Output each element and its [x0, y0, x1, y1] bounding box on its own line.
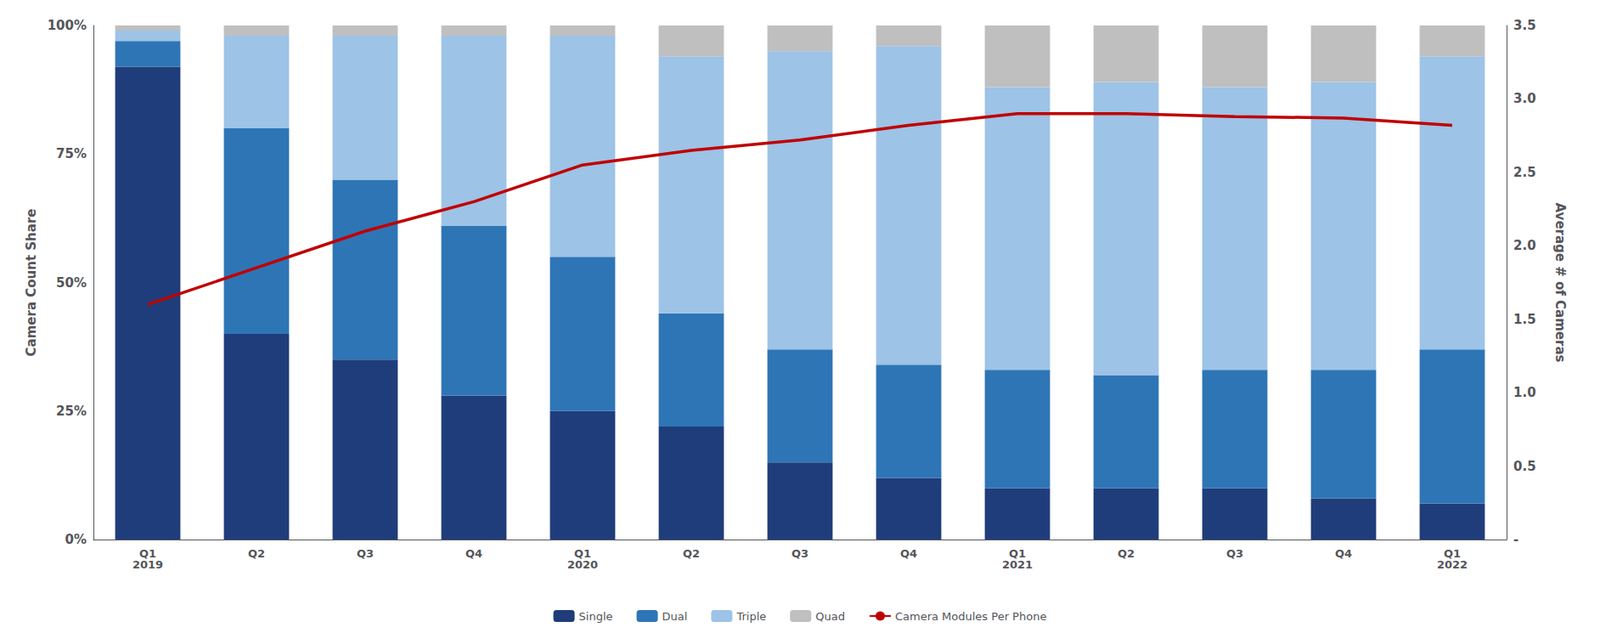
- svg-text:3.0: 3.0: [1513, 90, 1537, 107]
- svg-text:-: -: [1513, 531, 1519, 547]
- svg-text:1.5: 1.5: [1513, 311, 1537, 327]
- svg-text:0%: 0%: [65, 531, 87, 547]
- svg-text:Q4: Q4: [465, 546, 483, 560]
- svg-text:Dual: Dual: [662, 609, 688, 623]
- svg-text:Q3: Q3: [356, 546, 374, 560]
- svg-text:Q4: Q4: [1335, 546, 1353, 560]
- svg-text:2.0: 2.0: [1513, 237, 1537, 254]
- svg-text:75%: 75%: [56, 146, 87, 162]
- svg-text:Q2: Q2: [1117, 546, 1135, 560]
- svg-text:Camera Modules Per Phone: Camera Modules Per Phone: [895, 609, 1047, 623]
- svg-text:Q1: Q1: [574, 546, 592, 560]
- svg-text:Q3: Q3: [1226, 546, 1244, 560]
- svg-text:Q1: Q1: [139, 546, 157, 560]
- svg-text:2020: 2020: [567, 557, 598, 571]
- svg-text:2019: 2019: [132, 557, 164, 571]
- svg-text:Quad: Quad: [815, 609, 846, 623]
- svg-text:Single: Single: [579, 609, 614, 623]
- svg-text:Q2: Q2: [682, 546, 700, 560]
- svg-text:Q1: Q1: [1443, 546, 1461, 560]
- svg-text:Triple: Triple: [735, 609, 767, 623]
- svg-text:50%: 50%: [56, 275, 87, 291]
- svg-text:Camera Count Share: Camera Count Share: [23, 208, 40, 357]
- svg-text:2021: 2021: [1002, 557, 1033, 571]
- svg-text:0.5: 0.5: [1513, 458, 1537, 474]
- svg-text:Q3: Q3: [791, 546, 809, 560]
- svg-text:Average # of Cameras: Average # of Cameras: [1552, 202, 1568, 363]
- svg-text:Q2: Q2: [247, 546, 265, 560]
- svg-text:1.0: 1.0: [1513, 384, 1537, 400]
- svg-text:Q1: Q1: [1008, 546, 1026, 560]
- svg-text:2022: 2022: [1436, 557, 1468, 571]
- svg-text:100%: 100%: [47, 17, 87, 34]
- svg-text:25%: 25%: [56, 403, 87, 419]
- svg-text:Q4: Q4: [900, 546, 918, 560]
- svg-text:2.5: 2.5: [1513, 164, 1537, 181]
- svg-text:3.5: 3.5: [1513, 17, 1537, 34]
